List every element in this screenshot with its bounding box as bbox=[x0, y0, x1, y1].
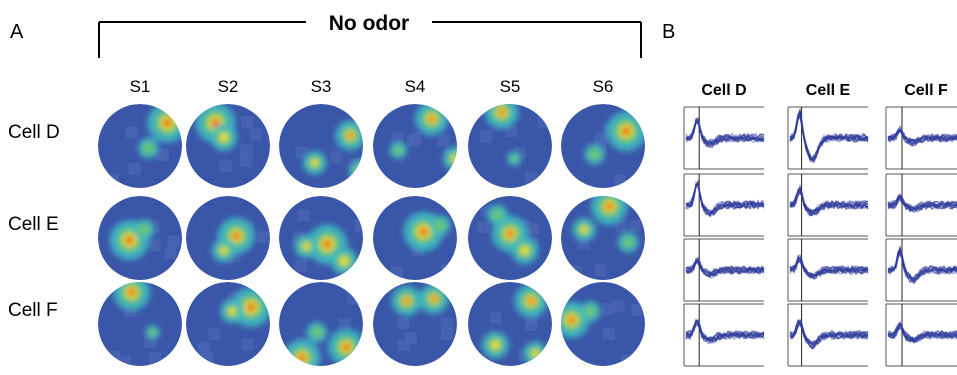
place-field-map-cell-d-s6 bbox=[561, 104, 645, 188]
place-field-map-cell-d-s3 bbox=[279, 104, 363, 188]
place-field-map-cell-e-s1 bbox=[98, 196, 182, 280]
waveform-cell-d-channel-4 bbox=[683, 303, 765, 367]
waveform-cell-e-channel-4 bbox=[787, 303, 869, 367]
session-label-s1: S1 bbox=[130, 77, 151, 96]
panel-letter-a: A bbox=[10, 21, 24, 43]
row-labels: Cell D Cell E Cell F bbox=[8, 122, 60, 321]
session-label-s4: S4 bbox=[405, 77, 426, 96]
waveform-cell-f-channel-1 bbox=[885, 106, 957, 170]
waveform-cell-f-channel-2 bbox=[885, 173, 957, 237]
waveform-cell-d-channel-1 bbox=[683, 106, 765, 170]
place-field-map-cell-f-s1 bbox=[98, 282, 182, 366]
waveform-cell-e-channel-1 bbox=[787, 106, 869, 170]
place-field-map-cell-e-s4 bbox=[373, 196, 457, 280]
panel-letter-b: B bbox=[662, 21, 675, 43]
waveform-cell-d-channel-3 bbox=[683, 238, 765, 302]
session-label-s3: S3 bbox=[311, 77, 332, 96]
place-field-map-cell-e-s5 bbox=[468, 196, 552, 280]
place-field-map-cell-d-s2 bbox=[186, 104, 270, 188]
session-label-s2: S2 bbox=[218, 77, 239, 96]
place-field-map-cell-d-s1 bbox=[98, 104, 182, 188]
session-labels: S1 S2 S3 S4 S5 S6 bbox=[130, 77, 614, 96]
place-field-map-cell-f-s2 bbox=[186, 282, 270, 366]
session-label-s6: S6 bbox=[593, 77, 614, 96]
waveform-cell-e-channel-2 bbox=[787, 173, 869, 237]
place-field-map-cell-f-s3 bbox=[279, 282, 363, 366]
place-field-map-cell-e-s3 bbox=[279, 196, 363, 280]
condition-label: No odor bbox=[329, 12, 409, 35]
place-field-map-cell-e-s2 bbox=[186, 196, 270, 280]
waveform-title-cell-f: Cell F bbox=[904, 82, 948, 99]
session-label-s5: S5 bbox=[500, 77, 521, 96]
place-field-map-cell-f-s5 bbox=[468, 282, 552, 366]
waveform-cell-d-channel-2 bbox=[683, 173, 765, 237]
place-field-map-cell-f-s6 bbox=[561, 282, 645, 366]
waveform-cell-e-channel-3 bbox=[787, 238, 869, 302]
waveform-grid bbox=[683, 106, 957, 367]
waveform-title-cell-d: Cell D bbox=[701, 82, 746, 99]
waveform-cell-f-channel-3 bbox=[885, 238, 957, 302]
waveform-cell-f-channel-4 bbox=[885, 303, 957, 367]
place-field-map-cell-d-s5 bbox=[468, 104, 552, 188]
row-label-cell-e: Cell E bbox=[8, 214, 59, 235]
row-label-cell-d: Cell D bbox=[8, 122, 60, 143]
place-field-map-cell-d-s4 bbox=[373, 104, 457, 188]
waveform-titles: Cell D Cell E Cell F bbox=[701, 82, 948, 99]
row-label-cell-f: Cell F bbox=[8, 300, 58, 321]
waveform-title-cell-e: Cell E bbox=[806, 82, 851, 99]
place-field-maps bbox=[98, 104, 645, 366]
place-field-map-cell-f-s4 bbox=[373, 282, 457, 366]
condition-bracket bbox=[98, 21, 642, 58]
place-field-map-cell-e-s6 bbox=[561, 196, 645, 280]
